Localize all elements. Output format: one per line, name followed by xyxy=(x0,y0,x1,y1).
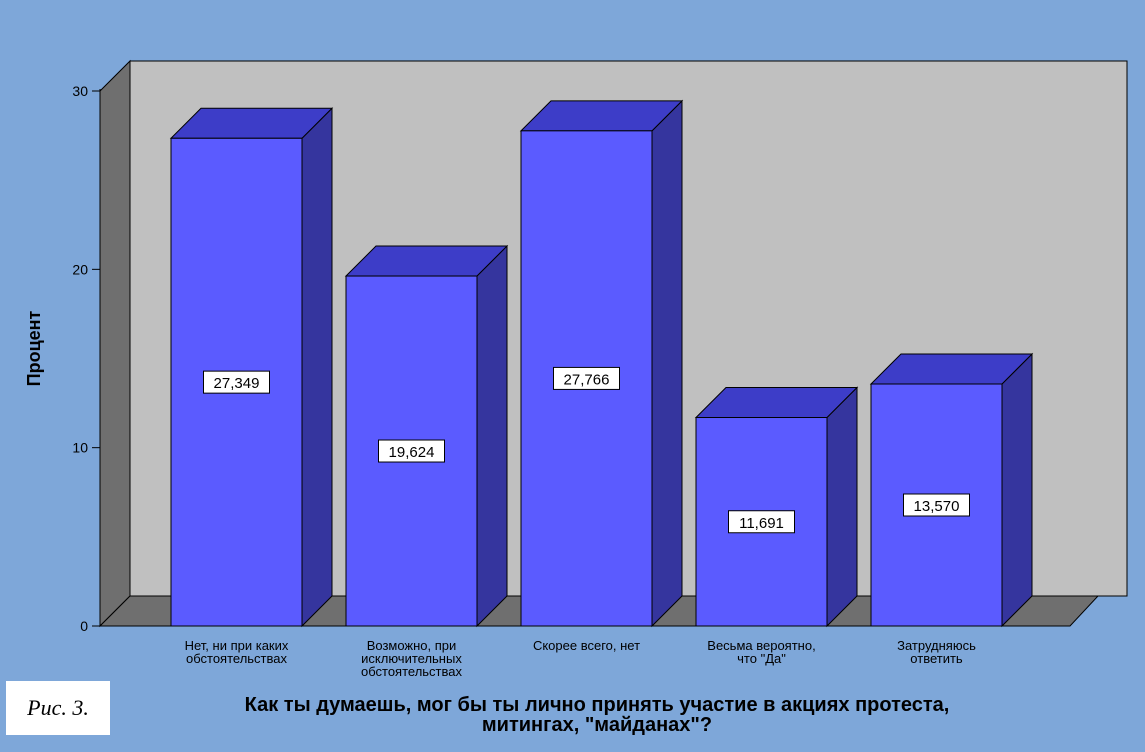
bar-side xyxy=(476,244,508,628)
y-axis: 0 10 20 30 xyxy=(72,83,101,634)
x-axis-title: Как ты думаешь, мог бы ты лично принять … xyxy=(112,695,1082,735)
y-axis-label: Процент xyxy=(24,310,44,386)
y-tick-label: 0 xyxy=(80,618,88,634)
data-label-box xyxy=(378,439,445,463)
y-tick-label: 20 xyxy=(72,261,88,277)
x-tick-label: обстоятельствах xyxy=(361,664,463,679)
data-label: 11,691 xyxy=(739,515,784,532)
data-label: 19,624 xyxy=(389,444,435,461)
data-label-box xyxy=(553,366,620,390)
bar-side xyxy=(826,386,858,628)
x-tick-label: ответить xyxy=(910,651,963,666)
x-tick-label: Затрудняюсь xyxy=(897,638,976,653)
x-tick-label: Скорее всего, нет xyxy=(533,638,640,653)
y-tick-label: 30 xyxy=(72,83,88,99)
data-label: 27,349 xyxy=(214,375,260,392)
x-tick-label: обстоятельствах xyxy=(186,651,288,666)
data-label-box xyxy=(203,370,270,394)
bar-side xyxy=(301,107,333,628)
bar-side xyxy=(651,99,683,628)
bars xyxy=(169,99,1034,628)
plot-side-wall xyxy=(99,59,131,628)
bar xyxy=(695,417,828,627)
bar-side xyxy=(1001,352,1033,628)
data-label: 13,570 xyxy=(914,498,960,515)
data-label: 27,766 xyxy=(564,371,610,388)
x-tick-label: Весьма вероятно, xyxy=(707,638,815,653)
x-axis-title-line-2: митингах, "майданах"? xyxy=(481,714,713,736)
y-tick-label: 10 xyxy=(72,440,88,456)
x-tick-label: Нет, ни при каких xyxy=(185,638,289,653)
x-tick-label: Возможно, при xyxy=(367,638,457,653)
x-tick-label: что "Да" xyxy=(737,651,786,666)
x-axis-title-line-1: Как ты думаешь, мог бы ты лично принять … xyxy=(244,694,950,716)
figure-caption: Рис. 3. xyxy=(6,681,110,735)
data-label-box xyxy=(728,510,795,534)
data-label-box xyxy=(903,493,970,517)
data-labels: 27,349 19,624 27,766 11,691 13,570 xyxy=(203,366,970,534)
x-tick-label: исключительных xyxy=(361,651,462,666)
x-tick-labels: Нет, ни при какихобстоятельствахВозможно… xyxy=(185,638,976,679)
